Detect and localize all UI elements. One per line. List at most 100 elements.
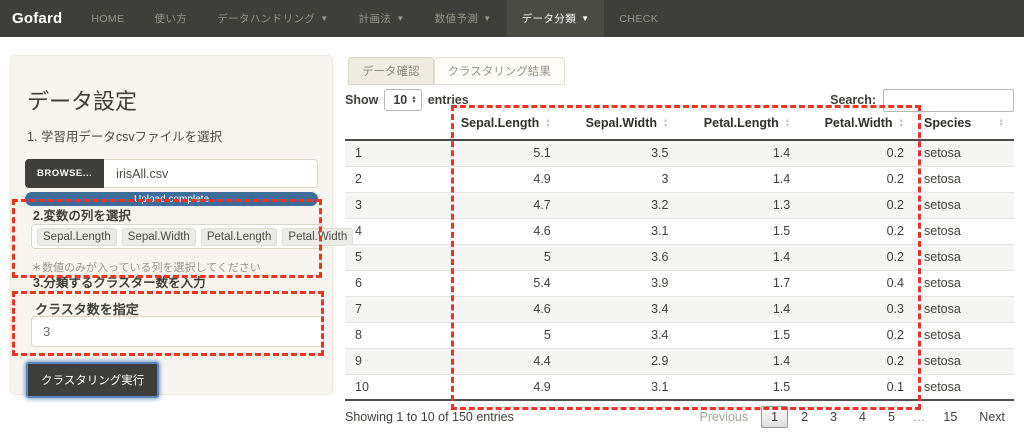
step3-label: 3.分類するクラスター数を入力 — [33, 276, 206, 290]
column-header-sepal-width[interactable]: Sepal.Width ▲ ▼ — [560, 110, 679, 141]
data-cell: 1.7 — [678, 270, 801, 297]
column-header-species[interactable]: Species ▲ ▼ — [914, 110, 1014, 141]
column-header-label: Sepal.Width — [585, 116, 657, 130]
search-control: Search: — [830, 88, 1014, 112]
column-header-petal-length[interactable]: Petal.Length ▲ ▼ — [678, 110, 801, 141]
browse-button[interactable]: BROWSE... — [25, 159, 105, 188]
table-header: Sepal.Length ▲ ▼ Sepal.Width ▲ ▼ Petal.Length ▲… — [345, 110, 1014, 141]
data-cell: 4.9 — [435, 374, 561, 401]
table-row[interactable]: 8 5 3.4 1.5 0.2 setosa — [345, 322, 1014, 349]
data-cell: setosa — [914, 140, 1014, 167]
data-cell: 0.2 — [800, 244, 914, 271]
table-row[interactable]: 10 4.9 3.1 1.5 0.1 setosa — [345, 374, 1014, 401]
selected-column-tag[interactable]: Sepal.Length — [37, 227, 117, 246]
column-header-petal-width[interactable]: Petal.Width ▲ ▼ — [800, 110, 914, 141]
page-length-select[interactable]: 10 ▲ ▼ — [384, 89, 422, 111]
nav-item-howto[interactable]: 使い方 — [139, 0, 202, 37]
nav-item-label: 計画法 — [358, 13, 392, 25]
row-number-cell: 5 — [345, 244, 435, 271]
table-row[interactable]: 7 4.6 3.4 1.4 0.3 setosa — [345, 296, 1014, 323]
data-cell: 4.4 — [435, 348, 561, 375]
nav-item-data-handling[interactable]: データハンドリング ▼ — [202, 0, 343, 37]
cluster-count-input[interactable] — [31, 316, 324, 347]
search-input[interactable] — [883, 88, 1014, 112]
page-button-1[interactable]: 1 — [761, 406, 789, 428]
data-cell: 3.1 — [560, 374, 679, 401]
selected-column-tag[interactable]: Petal.Width — [282, 227, 354, 246]
chevron-down-icon: ▼ — [320, 14, 329, 23]
data-cell: 0.2 — [800, 348, 914, 375]
data-cell: 2.9 — [560, 348, 679, 375]
file-name-field[interactable]: irisAll.csv — [104, 159, 318, 188]
page-button-5[interactable]: 5 — [887, 410, 895, 424]
chevron-down-icon: ▼ — [581, 14, 590, 23]
column-header-label: Petal.Width — [824, 116, 893, 130]
tab-clustering-result[interactable]: クラスタリング結果 — [433, 57, 565, 85]
sort-icon: ▲ ▼ — [898, 118, 904, 129]
next-page-button[interactable]: Next — [979, 410, 1005, 424]
table-row[interactable]: 6 5.4 3.9 1.7 0.4 setosa — [345, 270, 1014, 297]
nav-item-label: CHECK — [619, 12, 659, 25]
run-clustering-button[interactable]: クラスタリング実行 — [26, 362, 160, 398]
data-cell: 4.7 — [435, 192, 561, 219]
selected-column-tag[interactable]: Petal.Length — [200, 227, 278, 246]
table-row[interactable]: 1 5.1 3.5 1.4 0.2 setosa — [345, 140, 1014, 167]
nav-item-data-classification[interactable]: データ分類 ▼ — [506, 0, 605, 37]
entries-info: Showing 1 to 10 of 150 entries — [345, 410, 514, 424]
table-footer: Showing 1 to 10 of 150 entries Previous 1… — [345, 406, 1014, 428]
sort-icon: ▲ ▼ — [545, 118, 551, 129]
row-number-cell: 9 — [345, 348, 435, 375]
select-stepper-icon: ▲ ▼ — [411, 94, 417, 105]
data-cell: 3.4 — [560, 296, 679, 323]
data-cell: 5 — [435, 322, 561, 349]
selected-column-tag[interactable]: Sepal.Width — [121, 227, 196, 246]
sort-icon: ▲ ▼ — [784, 118, 791, 129]
page-button-15[interactable]: 15 — [943, 410, 958, 424]
column-header-sepal-length[interactable]: Sepal.Length ▲ ▼ — [435, 110, 561, 141]
page-button-4[interactable]: 4 — [858, 410, 866, 424]
table-row[interactable]: 5 5 3.6 1.4 0.2 setosa — [345, 244, 1014, 271]
data-cell: 5.1 — [435, 140, 561, 167]
data-cell: setosa — [914, 244, 1014, 271]
data-cell: setosa — [914, 192, 1014, 219]
nav-item-numeric-prediction[interactable]: 数値予測 ▼ — [420, 0, 507, 37]
data-cell: 3.2 — [560, 192, 679, 219]
data-cell: 3.1 — [560, 218, 679, 245]
nav-item-check[interactable]: CHECK — [604, 0, 673, 37]
tab-data-check[interactable]: データ確認 — [348, 57, 434, 85]
table-row[interactable]: 2 4.9 3 1.4 0.2 setosa — [345, 166, 1014, 193]
table-row[interactable]: 3 4.7 3.2 1.3 0.2 setosa — [345, 192, 1014, 219]
row-number-cell: 1 — [345, 140, 435, 167]
panel-title: データ設定 — [27, 89, 138, 114]
table-row[interactable]: 9 4.4 2.9 1.4 0.2 setosa — [345, 348, 1014, 375]
column-header-label: Species — [924, 116, 972, 130]
table-row[interactable]: 4 4.6 3.1 1.5 0.2 setosa — [345, 218, 1014, 245]
nav-item-label: 数値予測 — [434, 13, 479, 25]
nav-item-planning[interactable]: 計画法 ▼ — [344, 0, 420, 37]
data-cell: setosa — [914, 296, 1014, 323]
data-cell: setosa — [914, 348, 1014, 375]
data-cell: 3.4 — [560, 322, 679, 349]
search-label: Search: — [830, 93, 876, 107]
data-cell: 4.9 — [435, 166, 561, 193]
chevron-down-icon: ▼ — [483, 14, 492, 23]
page-button-2[interactable]: 2 — [801, 410, 809, 424]
data-cell: 0.3 — [800, 296, 914, 323]
row-number-cell: 2 — [345, 166, 435, 193]
variable-columns-select[interactable]: Sepal.Length Sepal.Width Petal.Length Petal… — [31, 224, 354, 249]
pagination: Previous 1 2 3 4 5 … 15 Next — [690, 406, 1014, 428]
page-button-3[interactable]: 3 — [830, 410, 837, 424]
brand-logo[interactable]: Gofard — [12, 10, 63, 27]
data-cell: 1.4 — [678, 166, 801, 193]
data-cell: 5 — [435, 244, 561, 271]
nav-item-home[interactable]: HOME — [76, 0, 139, 37]
data-settings-panel: データ設定 1. 学習用データcsvファイルを選択 BROWSE... iris… — [10, 55, 354, 398]
iris-data-table: Sepal.Length ▲ ▼ Sepal.Width ▲ ▼ Petal.Length ▲… — [345, 110, 1014, 401]
data-cell: 0.2 — [800, 166, 914, 193]
upload-progress-bar: Upload complete — [25, 192, 318, 206]
tab-bar: データ確認 クラスタリング結果 — [348, 57, 565, 85]
data-cell: 4.6 — [435, 296, 561, 323]
csv-file-input: BROWSE... irisAll.csv — [25, 159, 318, 188]
column-header-rowname — [345, 110, 435, 141]
